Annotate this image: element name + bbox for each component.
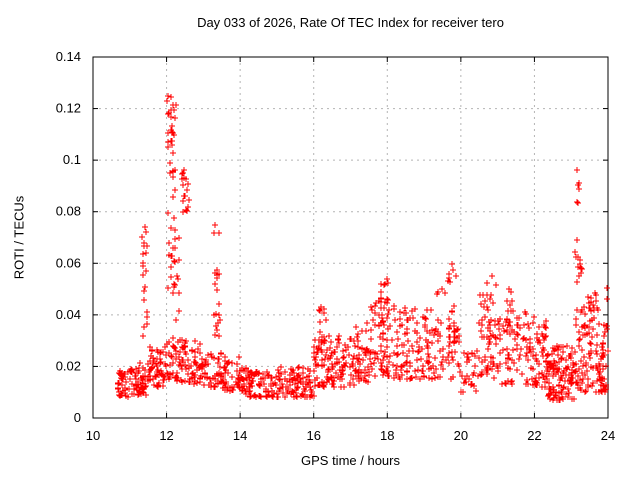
x-tick-label: 24 <box>601 428 615 443</box>
x-tick-label: 22 <box>527 428 541 443</box>
y-tick-label: 0.02 <box>56 358 81 373</box>
x-tick-label: 10 <box>86 428 100 443</box>
x-tick-label: 16 <box>306 428 320 443</box>
plot-border <box>92 56 609 419</box>
y-tick-label: 0.04 <box>56 307 81 322</box>
scatter-points <box>115 93 611 403</box>
x-axis-label: GPS time / hours <box>301 453 400 468</box>
x-tick-label: 20 <box>454 428 468 443</box>
y-tick-label: 0.1 <box>63 152 81 167</box>
x-tick-label: 18 <box>380 428 394 443</box>
x-tick-label: 12 <box>159 428 173 443</box>
x-tick-label: 14 <box>233 428 247 443</box>
y-axis-label: ROTI / TECUs <box>11 195 27 280</box>
y-tick-label: 0.14 <box>56 49 81 64</box>
y-tick-label: 0.06 <box>56 255 81 270</box>
chart-title: Day 033 of 2026, Rate Of TEC Index for r… <box>197 15 504 30</box>
y-tick-label: 0 <box>74 410 81 425</box>
y-tick-label: 0.08 <box>56 204 81 219</box>
y-tick-label: 0.12 <box>56 101 81 116</box>
tick-labels: 10 12 14 16 18 20 22 24 0 0.02 0.04 0.06 0.08 0.1 0.12… <box>56 49 616 443</box>
